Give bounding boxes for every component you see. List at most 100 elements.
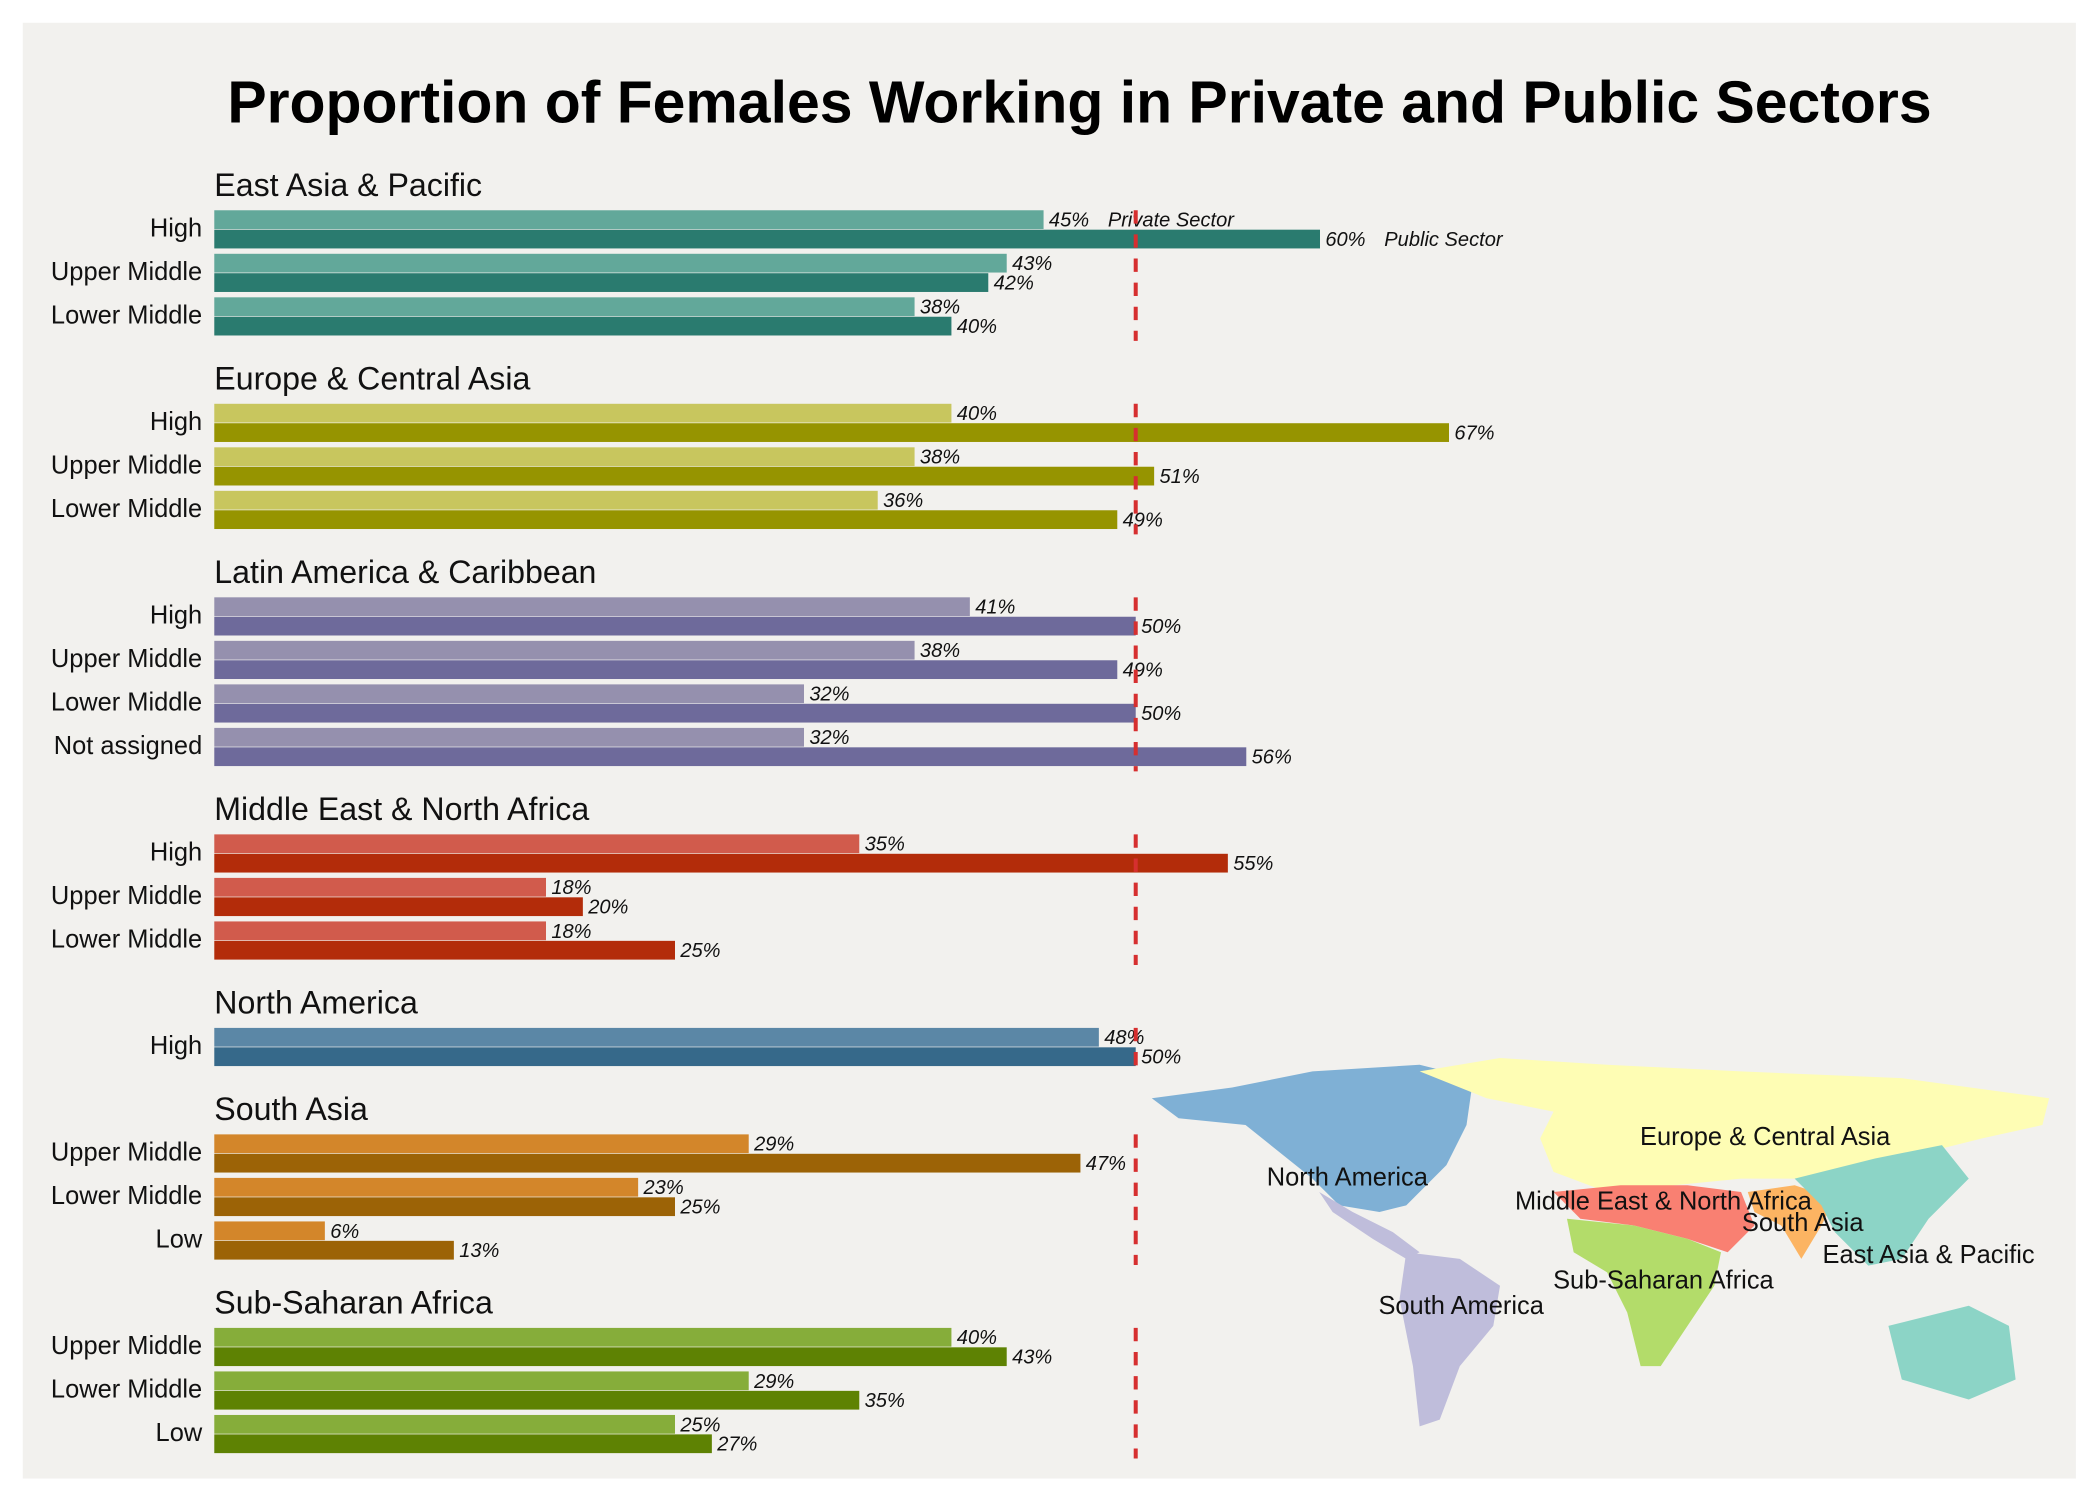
bar [214,297,915,317]
bar [214,1371,749,1391]
value-label: 50% [1141,616,1181,638]
group-title: Sub-Saharan Africa [214,1285,493,1321]
bar [214,1134,749,1154]
bar [214,660,1118,680]
value-label: 50% [1141,1047,1181,1069]
value-label: 25% [679,1414,720,1436]
value-label: 23% [643,1177,684,1199]
category-label: Upper Middle [51,1139,202,1167]
bar [214,640,915,660]
value-label: 18% [551,921,591,943]
value-label: 42% [994,273,1034,295]
value-label: 43% [1012,1347,1052,1369]
value-label: 38% [920,297,960,319]
bar [214,210,1044,230]
bar [214,853,1228,873]
bar [214,253,1007,273]
map-region [1319,1191,1420,1259]
category-label: Not assigned [54,732,202,760]
bar [214,1197,676,1217]
map-label: North America [1267,1163,1429,1191]
bar [214,490,878,510]
value-label: 32% [809,727,849,749]
category-label: Upper Middle [51,258,202,286]
group-title: East Asia & Pacific [214,167,482,203]
map-label: South Asia [1742,1209,1864,1237]
bar [214,616,1136,636]
value-label: 38% [920,640,960,662]
group-title: Middle East & North Africa [214,791,589,827]
value-label: 36% [883,490,923,512]
value-label: 48% [1104,1027,1144,1049]
bar [214,940,676,960]
bar [214,1153,1081,1173]
map-label: Europe & Central Asia [1640,1123,1891,1151]
world-map: Europe & Central Asia North America Midd… [1151,1058,2050,1427]
chart-title: Proportion of Females Working in Private… [227,71,1931,136]
bar [214,1221,325,1241]
bar [214,1327,952,1347]
bar [214,1347,1007,1367]
category-label: Upper Middle [51,882,202,910]
bar [214,1027,1099,1047]
value-label: 35% [865,834,905,856]
bar [214,877,547,897]
value-label: 40% [957,1327,997,1349]
map-label: Sub-Saharan Africa [1553,1266,1774,1294]
category-label: Lower Middle [51,689,202,717]
value-label: 6% [330,1221,359,1243]
bar [214,423,1449,442]
bar [214,1390,860,1410]
value-label: 25% [679,1197,720,1219]
bar [214,1240,454,1260]
value-label: 38% [920,447,960,469]
category-label: Lower Middle [51,1376,202,1404]
bar [214,403,952,423]
bar [214,897,583,917]
value-label: 32% [809,684,849,706]
value-label: 25% [679,940,720,962]
value-label: 27% [716,1434,757,1456]
value-label: 45% [1049,210,1089,232]
value-label: 55% [1233,853,1273,875]
map-region [1151,1064,1474,1213]
value-label: 29% [753,1134,794,1156]
bar [214,597,970,617]
value-label: 67% [1454,423,1494,445]
bar [214,684,805,704]
map-region [1794,1145,1969,1266]
value-label: 13% [459,1240,499,1262]
value-label: 56% [1252,747,1292,769]
bar [214,727,805,747]
category-label: Lower Middle [51,1182,202,1210]
bar [214,1177,639,1197]
value-label: 50% [1141,703,1181,725]
bar [214,1434,712,1454]
category-label: High [150,214,202,242]
map-region [1399,1252,1500,1427]
category-label: Lower Middle [51,301,202,329]
value-label: 49% [1123,510,1163,532]
bars: East Asia & Pacific High 45% Private Sector… [51,167,1504,1459]
bar [214,834,860,854]
category-label: Upper Middle [51,1332,202,1360]
bar [214,921,547,941]
bar [214,510,1118,530]
category-label: High [150,1032,202,1060]
map-region [1888,1305,2016,1400]
value-label: 43% [1012,253,1052,275]
value-label: 29% [753,1371,794,1393]
bar [214,229,1320,249]
value-label: 40% [957,316,997,338]
group-title: South Asia [214,1091,368,1127]
bar [214,273,989,292]
category-label: Low [156,1226,203,1254]
bar [214,447,915,467]
value-label: 35% [865,1390,905,1412]
category-label: Upper Middle [51,645,202,673]
legend-label: Private Sector [1108,210,1235,232]
legend-label: Public Sector [1384,229,1504,251]
map-label: South America [1378,1292,1544,1320]
category-label: High [150,408,202,436]
